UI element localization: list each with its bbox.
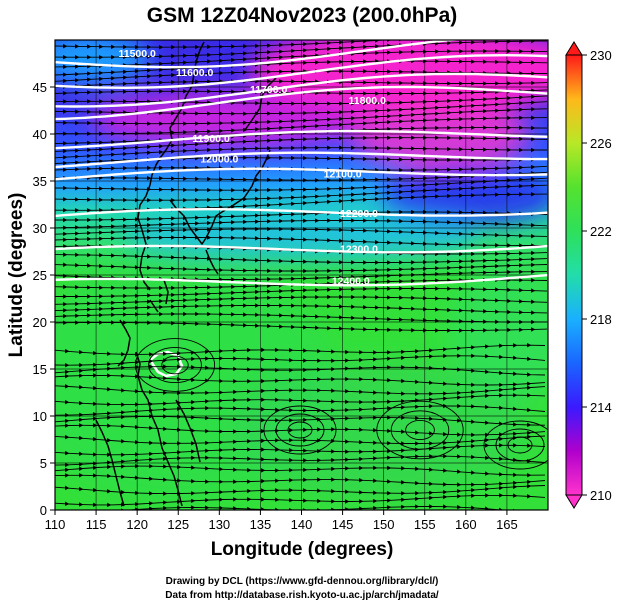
circulation-swirl bbox=[148, 346, 202, 384]
height-contour-line bbox=[55, 244, 548, 254]
height-contour-label: 11900.0 bbox=[192, 133, 230, 145]
streamline bbox=[55, 303, 548, 315]
height-contour-label: 12300.0 bbox=[340, 244, 378, 256]
height-contour-label: 12100.0 bbox=[324, 168, 362, 180]
map-title: GSM 12Z04Nov2023 (200.0hPa) bbox=[147, 4, 458, 27]
height-contours bbox=[55, 40, 548, 287]
streamline bbox=[55, 252, 548, 265]
circulation-swirl bbox=[287, 421, 313, 439]
height-contour-label: 11700.0 bbox=[250, 84, 288, 96]
streamline bbox=[55, 414, 546, 428]
streamline bbox=[55, 403, 546, 418]
x-axis-label: Longitude (degrees) bbox=[211, 539, 394, 560]
y-axis-ticks: 0 5 10 15 20 25 30 35 40 45 bbox=[33, 80, 55, 518]
y-tick-label: 0 bbox=[40, 503, 47, 518]
height-contour-label: 11500.0 bbox=[118, 48, 156, 60]
height-contour-labels: 11500.0 11600.0 11700.0 11800.0 11900.0 12000… bbox=[118, 48, 386, 287]
colorbar-tick-label: 218 bbox=[590, 312, 612, 327]
colorbar-tick-label: 226 bbox=[590, 136, 612, 151]
height-contour-line bbox=[55, 85, 548, 121]
streamline bbox=[55, 320, 548, 333]
streamline bbox=[55, 78, 548, 89]
y-tick-label: 20 bbox=[33, 315, 47, 330]
streamline bbox=[55, 364, 546, 377]
plot-area: 11500.011600.011700.011800.011900.012000… bbox=[33, 39, 549, 532]
y-tick-label: 10 bbox=[33, 409, 47, 424]
height-contour-line bbox=[55, 53, 548, 90]
height-contour-line bbox=[55, 72, 548, 108]
y-tick-label: 25 bbox=[33, 268, 47, 283]
colorbar: 230 226 222 218 214 210 bbox=[565, 41, 612, 509]
y-tick-label: 15 bbox=[33, 362, 47, 377]
height-contour-line bbox=[55, 208, 548, 218]
streamline bbox=[55, 353, 546, 368]
temperature-field: 11500.0 11600.0 11700.0 11800.0 11900.0 12000… bbox=[55, 40, 548, 510]
circulation-swirl bbox=[134, 338, 216, 392]
colorbar-tick-label: 222 bbox=[590, 224, 612, 239]
circulation-swirl bbox=[495, 428, 545, 462]
streamline bbox=[55, 218, 548, 230]
credit-data: Data from http://database.rish.kyoto-u.a… bbox=[165, 590, 439, 601]
height-contour-line bbox=[55, 151, 548, 169]
circulation-swirl bbox=[161, 355, 189, 375]
y-tick-label: 30 bbox=[33, 221, 47, 236]
y-tick-label: 40 bbox=[33, 127, 47, 142]
colorbar-tick-label: 214 bbox=[590, 400, 612, 415]
x-tick-label: 140 bbox=[291, 517, 313, 532]
height-contour-label: 11600.0 bbox=[176, 67, 214, 79]
x-tick-label: 130 bbox=[208, 517, 230, 532]
height-contour-label: 11800.0 bbox=[349, 95, 387, 107]
colorbar-bottom-arrow bbox=[565, 494, 583, 509]
x-tick-label: 155 bbox=[414, 517, 436, 532]
streamline bbox=[55, 434, 546, 446]
height-contour-label: 12400.0 bbox=[332, 276, 370, 288]
height-contour-label: 12000.0 bbox=[200, 153, 238, 165]
colorbar-tick-label: 210 bbox=[590, 488, 612, 503]
colorbar-ticks: 230 226 222 218 214 210 bbox=[582, 48, 612, 503]
streamline bbox=[55, 493, 546, 508]
streamline bbox=[55, 226, 548, 239]
streamline bbox=[55, 483, 546, 496]
height-contour-line bbox=[55, 40, 463, 69]
x-tick-label: 160 bbox=[455, 517, 477, 532]
colorbar-gradient bbox=[565, 54, 583, 496]
streamline bbox=[55, 68, 547, 84]
circulation-swirl bbox=[263, 405, 337, 455]
x-tick-label: 110 bbox=[45, 517, 66, 532]
height-contour-line bbox=[55, 167, 548, 181]
circulation-swirl bbox=[376, 400, 464, 460]
x-tick-label: 120 bbox=[126, 517, 148, 532]
x-tick-label: 165 bbox=[496, 517, 518, 532]
circulation-swirl bbox=[275, 413, 325, 447]
colorbar-tick-label: 230 bbox=[590, 48, 612, 63]
height-contour-label: 12200.0 bbox=[340, 208, 378, 220]
x-tick-label: 150 bbox=[373, 517, 395, 532]
y-tick-label: 5 bbox=[40, 456, 47, 471]
x-axis-ticks: 110 115 120 125 130 135 140 145 150 155 160 165 bbox=[45, 510, 518, 532]
y-axis-label: Latitude (degrees) bbox=[6, 193, 27, 358]
streamline bbox=[55, 453, 546, 468]
x-tick-label: 125 bbox=[167, 517, 189, 532]
circulation-swirl bbox=[507, 436, 533, 454]
streamline bbox=[55, 145, 547, 160]
height-contour-line bbox=[55, 273, 548, 287]
circulation-swirl bbox=[405, 419, 435, 441]
x-tick-label: 115 bbox=[86, 517, 107, 532]
y-tick-label: 45 bbox=[33, 80, 47, 95]
colorbar-top-arrow bbox=[565, 41, 583, 56]
circulation-swirl bbox=[390, 410, 450, 450]
credit-drawing: Drawing by DCL (https://www.gfd-dennou.o… bbox=[166, 576, 439, 587]
x-tick-label: 135 bbox=[250, 517, 272, 532]
x-tick-label: 145 bbox=[332, 517, 354, 532]
streamline bbox=[55, 384, 546, 397]
streamline bbox=[55, 463, 546, 478]
height-contour-line bbox=[55, 129, 548, 150]
circulation-swirl bbox=[483, 420, 548, 470]
y-tick-label: 35 bbox=[33, 174, 47, 189]
streamline bbox=[55, 294, 548, 307]
